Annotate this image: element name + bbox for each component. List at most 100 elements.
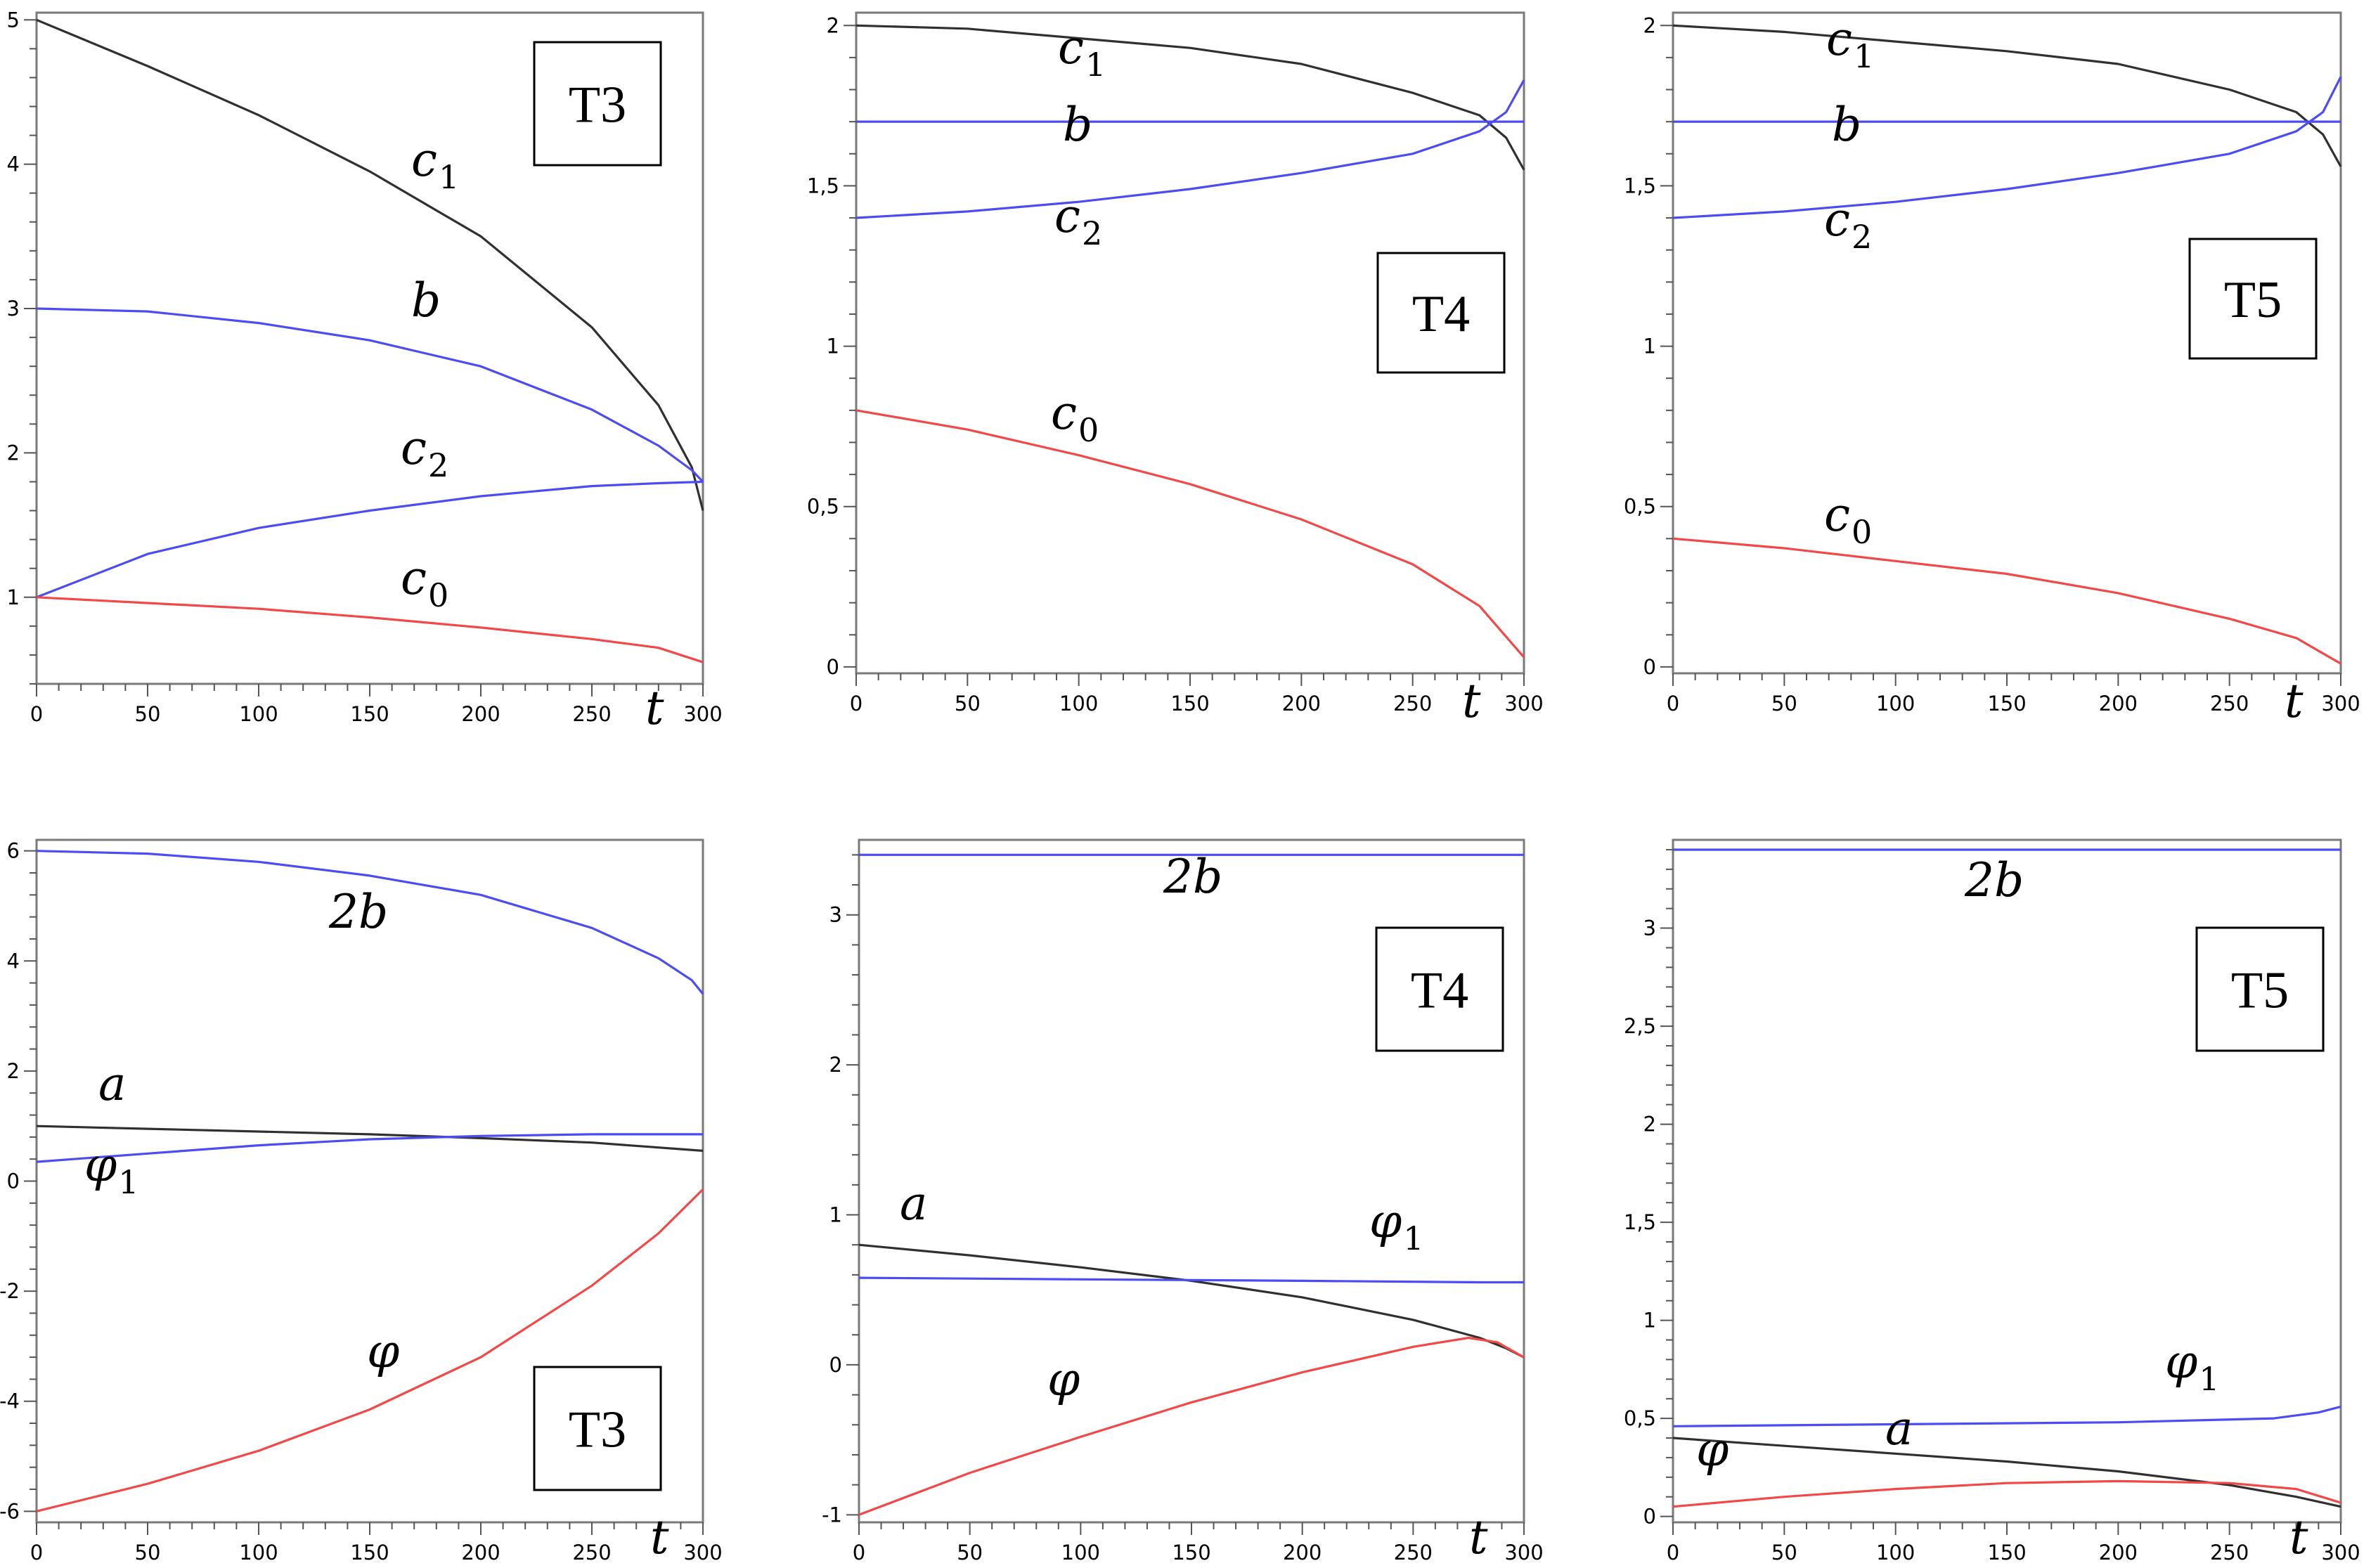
series-line-1	[1672, 24, 2342, 167]
x-tick-label: 100	[239, 702, 278, 726]
series-line-3	[36, 480, 704, 599]
y-tick-label: 2	[7, 441, 20, 465]
y-tick-label: 1,5	[1624, 174, 1656, 197]
x-tick-label: 300	[2321, 692, 2360, 715]
series-label-4: φ	[1047, 1352, 1080, 1406]
x-tick-label: 250	[2210, 1541, 2249, 1564]
chart-panel-1: 0 50 100 150 200 250 300 1 2 3 4 5 c1 b c2 c0 T3 t	[7, 8, 723, 735]
x-tick-label: 300	[1504, 1541, 1543, 1564]
y-tick-label: -2	[0, 1279, 20, 1303]
y-tick-label: 0,5	[1624, 1406, 1656, 1430]
y-tick-label: 1,5	[807, 174, 839, 197]
y-tick-label: 2	[1643, 1113, 1656, 1136]
series-label-2: b	[411, 273, 441, 328]
series-line-2	[36, 307, 704, 483]
y-tick-label: 1	[829, 1203, 842, 1227]
chart-panel-5: 0 50 100 150 200 250 300 -1 0 1 2 3 2b a φ1 φ T4 t	[822, 838, 1544, 1564]
y-tick-label: 1	[1643, 335, 1656, 358]
series-label-subscript: 2	[1852, 218, 1872, 256]
x-tick-label: 50	[955, 692, 981, 715]
x-tick-label: 200	[1282, 692, 1321, 715]
x-axis-label: t	[2289, 1510, 2308, 1564]
x-tick-label: 150	[350, 702, 389, 726]
series-label-4: c0	[401, 551, 448, 614]
x-tick-label: 0	[850, 692, 863, 715]
x-tick-label: 300	[683, 702, 722, 726]
y-tick-label: 1	[827, 335, 839, 358]
series-label-2: b	[1832, 98, 1861, 152]
series-line-3	[36, 1133, 703, 1163]
x-tick-label: 100	[239, 1541, 278, 1564]
x-tick-label: 300	[683, 1541, 722, 1564]
y-tick-label: 4	[7, 153, 20, 176]
series-line-4	[1672, 1479, 2341, 1508]
x-tick-label: 50	[957, 1541, 983, 1564]
panel-tag: T4	[1412, 285, 1470, 343]
series-label-subscript: 0	[428, 576, 448, 614]
series-label-4: c0	[1824, 488, 1872, 551]
series-label-subscript: 1	[1085, 46, 1106, 84]
series-label-subscript: 1	[1854, 37, 1874, 75]
series-label-3: c2	[401, 421, 448, 484]
panel-tag-box	[1376, 252, 1506, 374]
x-tick-label: 0	[30, 702, 43, 726]
series-label-subscript: 2	[1082, 214, 1102, 252]
y-tick-label: 0	[1643, 655, 1656, 679]
series-label-3: c2	[1054, 189, 1102, 252]
series-line-4	[858, 1336, 1525, 1516]
series-label-2: a	[98, 1057, 126, 1111]
x-tick-label: 250	[572, 702, 611, 726]
y-tick-label: 3	[829, 903, 842, 927]
x-tick-label: 150	[1987, 1541, 2026, 1564]
series-label-2: b	[1063, 98, 1092, 152]
series-label-subscript: 0	[1078, 411, 1099, 449]
chart-panel-2: 0 50 100 150 200 250 300 0 0,5 1 1,5 2 c1 b c2 c0 T4 t	[807, 11, 1544, 728]
series-label-4: c0	[1051, 386, 1099, 449]
x-tick-label: 300	[2321, 1541, 2360, 1564]
x-tick-label: 250	[572, 1541, 611, 1564]
series-label-subscript: 1	[2199, 1360, 2219, 1398]
x-tick-label: 100	[1876, 1541, 1915, 1564]
panel-tag-box	[2195, 926, 2325, 1052]
x-tick-label: 100	[1061, 1541, 1100, 1564]
x-tick-label: 0	[853, 1541, 865, 1564]
series-label-subscript: 2	[428, 446, 448, 484]
x-axis-label: t	[645, 681, 664, 735]
y-tick-label: 1	[7, 585, 20, 609]
series-line-3	[858, 1276, 1524, 1284]
series-line-4	[36, 1188, 704, 1512]
panel-tag-box	[533, 1366, 662, 1491]
x-axis-label: t	[1462, 674, 1481, 728]
y-tick-label: 5	[7, 8, 20, 32]
y-tick-label: 1	[1643, 1309, 1656, 1333]
y-tick-label: 2	[1643, 13, 1656, 37]
panel-tag-box	[2188, 238, 2318, 360]
series-line-4	[855, 409, 1525, 659]
y-tick-label: 0	[829, 1353, 842, 1377]
series-label-1: 2b	[1964, 853, 2024, 907]
series-label-subscript: 1	[439, 158, 459, 196]
x-axis-label: t	[2285, 674, 2304, 728]
y-tick-label: 0	[827, 655, 839, 679]
panel-tag-box	[1375, 926, 1504, 1052]
y-tick-label: -4	[0, 1389, 20, 1413]
x-tick-label: 50	[1771, 692, 1797, 715]
x-tick-label: 200	[461, 1541, 500, 1564]
panel-tag: T5	[2224, 271, 2282, 329]
y-tick-label: 2	[7, 1059, 20, 1083]
panel-tag: T5	[2231, 962, 2289, 1020]
series-label-1: c1	[1058, 20, 1106, 84]
x-tick-label: 200	[2099, 1541, 2138, 1564]
x-axis-label: t	[1469, 1510, 1488, 1564]
y-tick-label: 2	[829, 1053, 842, 1077]
series-line-1	[36, 18, 704, 511]
panel-tag: T4	[1411, 962, 1468, 1020]
x-tick-label: 100	[1059, 692, 1098, 715]
x-tick-label: 50	[135, 702, 161, 726]
series-label-subscript: 1	[118, 1163, 138, 1201]
y-tick-label: 6	[7, 839, 20, 863]
x-tick-label: 250	[1393, 692, 1432, 715]
x-tick-label: 100	[1876, 692, 1915, 715]
series-label-3: φ1	[84, 1138, 139, 1201]
